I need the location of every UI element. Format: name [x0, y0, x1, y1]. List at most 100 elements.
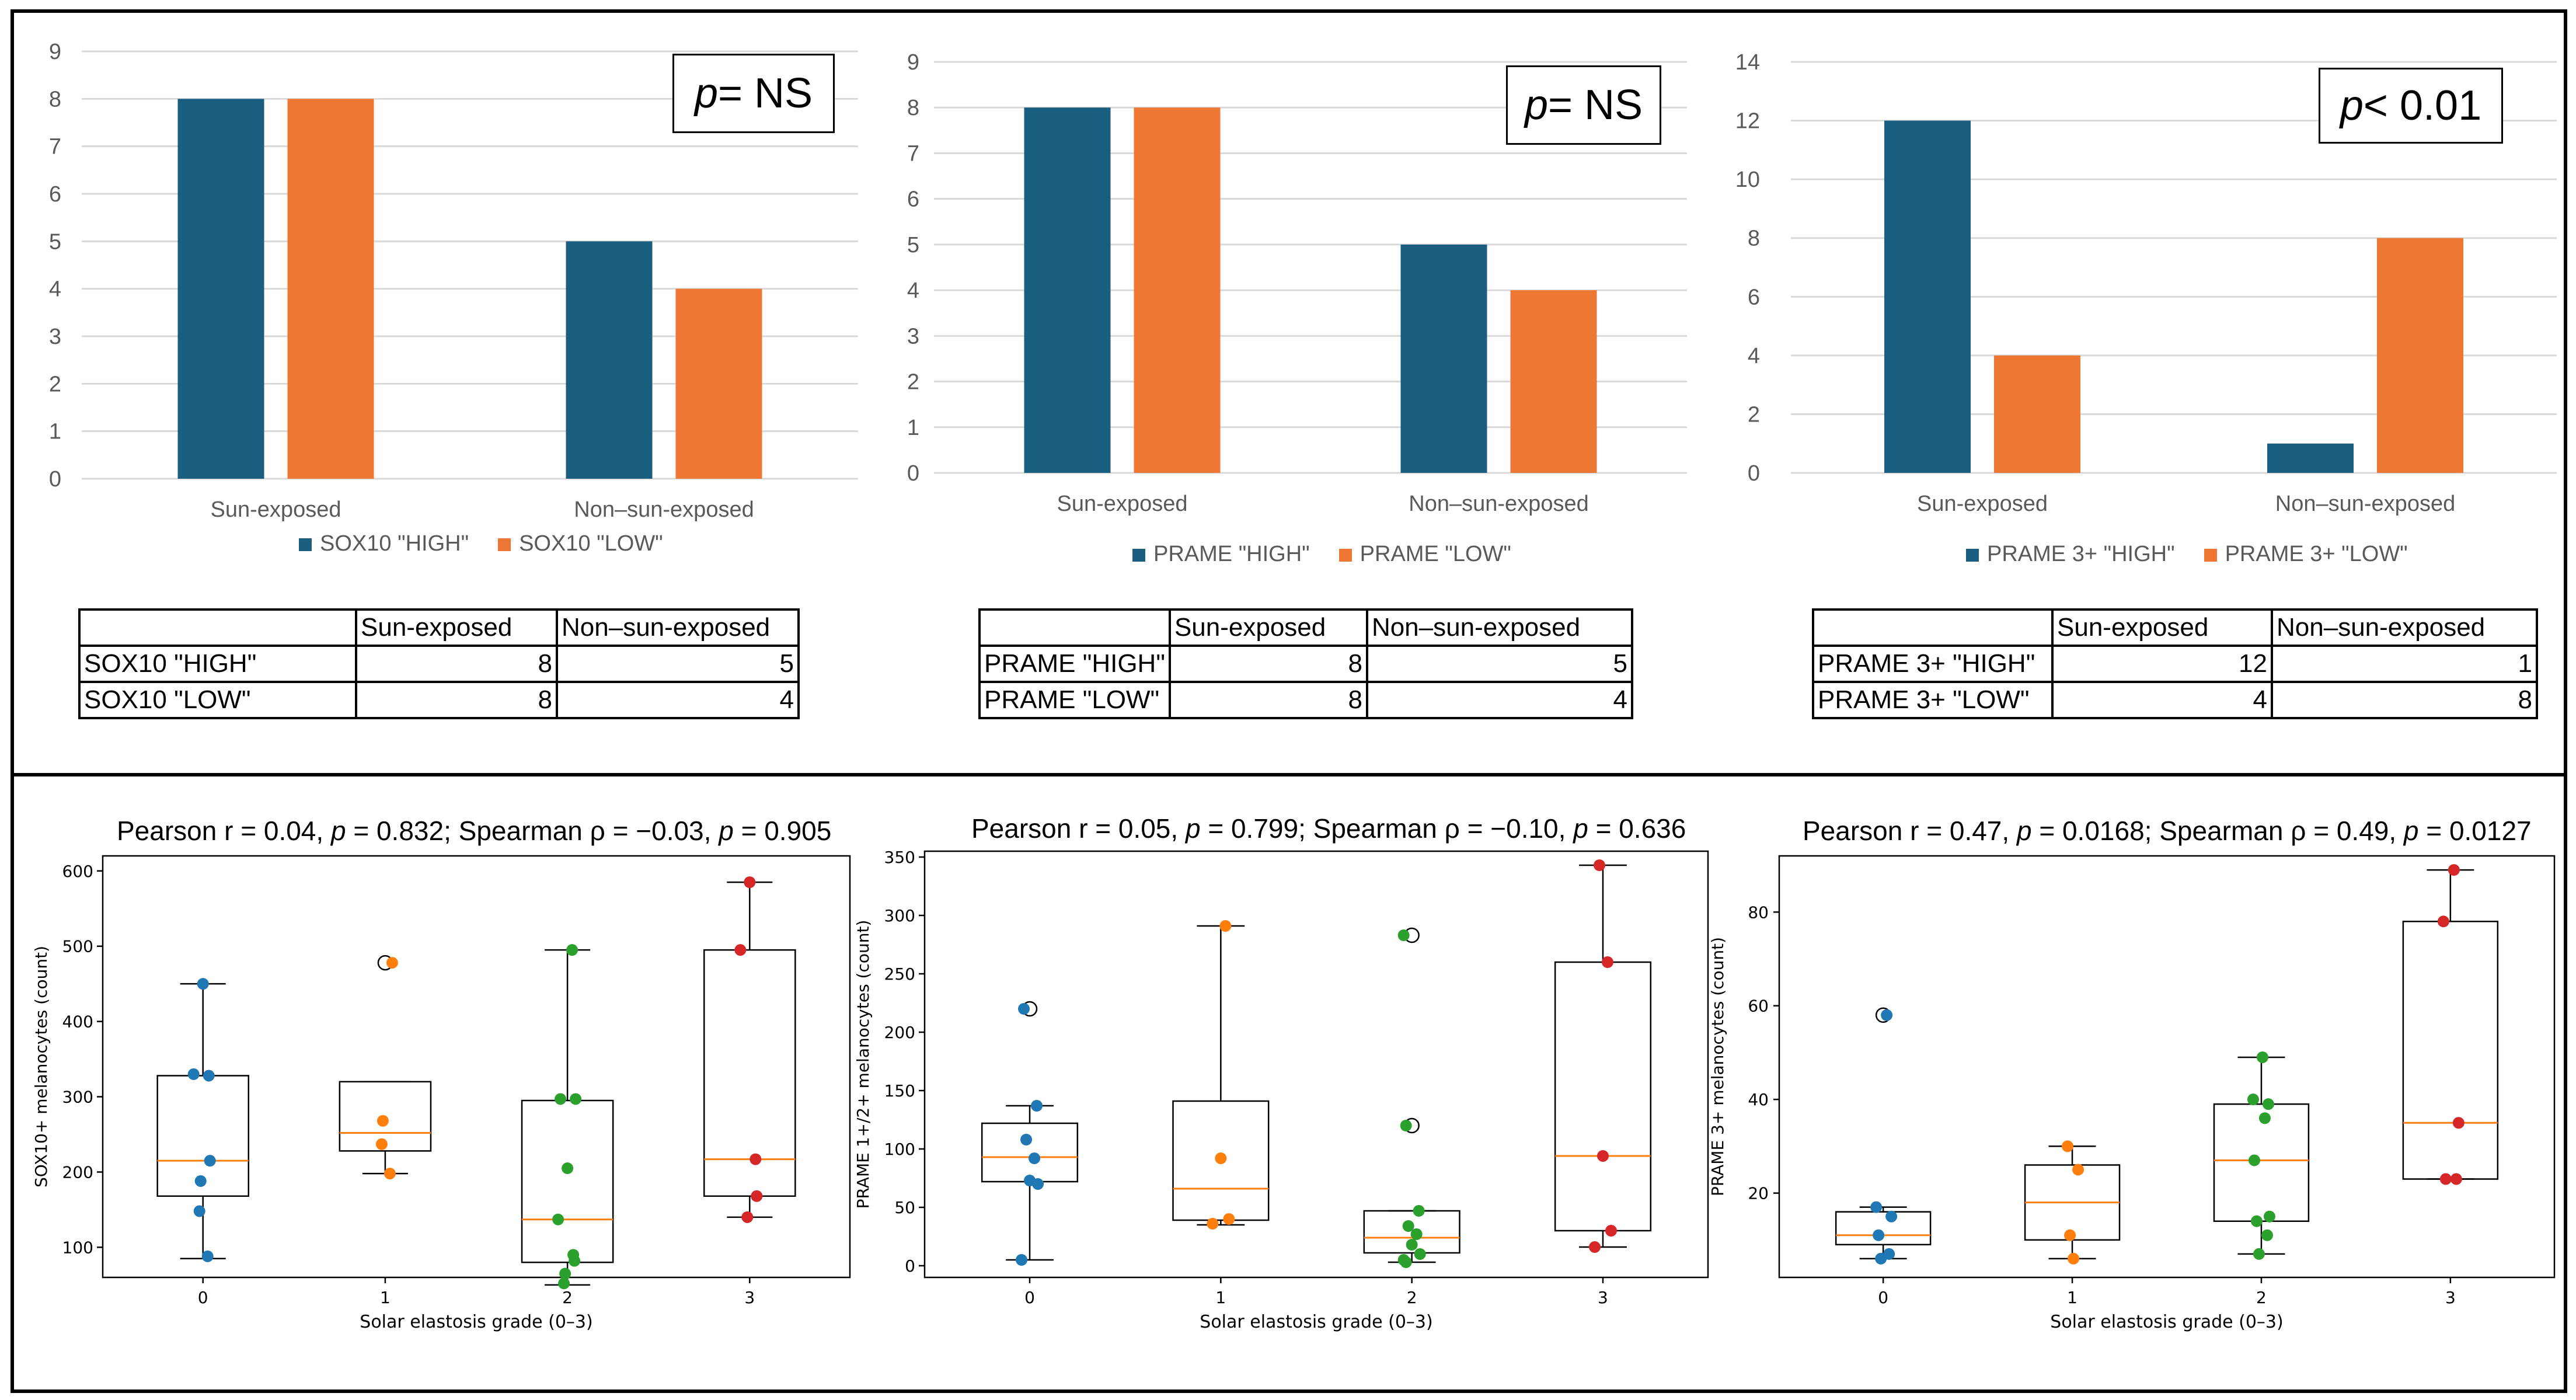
- data-point: [1588, 1241, 1601, 1253]
- data-point: [1397, 929, 1410, 941]
- y-tick-label: 7: [49, 135, 61, 159]
- table-cell: Sun-exposed: [355, 608, 558, 647]
- title-p: p: [1573, 813, 1588, 844]
- y-tick-label: 100: [884, 1140, 915, 1159]
- y-tick-label: 9: [907, 50, 919, 75]
- y-tick-label: 400: [62, 1012, 93, 1032]
- data-point: [1020, 1134, 1033, 1145]
- data-point: [1031, 1100, 1043, 1112]
- p-letter: p: [1524, 82, 1548, 128]
- p-value-box: p = NS: [672, 54, 835, 133]
- y-tick-label: 8: [907, 96, 919, 120]
- data-point: [187, 1068, 200, 1080]
- box: [339, 1081, 432, 1152]
- table-row: PRAME "LOW" 8 4: [978, 681, 1633, 719]
- table-row: PRAME 3+ "HIGH" 12 1: [1812, 645, 2538, 683]
- y-tick-label: 2: [1748, 402, 1760, 427]
- box-plot-0: 100 200 300 400 500 600 0 1 2 3 Solar elastosis gr…: [32, 855, 851, 1332]
- bar: [287, 99, 374, 479]
- y-tick-label: 60: [1748, 997, 1769, 1016]
- table-cell: 4: [556, 681, 800, 719]
- y-tick-label: 12: [1735, 109, 1760, 134]
- correlation-title-prame3: Pearson r = 0.47, p = 0.0168; Spearman ρ…: [1803, 815, 2532, 847]
- correlation-title-prame: Pearson r = 0.05, p = 0.799; Spearman ρ …: [971, 813, 1686, 844]
- data-point: [559, 1267, 571, 1280]
- bar-chart-prame3: 0 2 4 6 8 10 12 14 Sun-exposed Non–sun-exposed: [1735, 50, 2557, 516]
- title-part: Pearson r = 0.47,: [1803, 816, 2017, 846]
- y-tick-label: 5: [49, 229, 61, 254]
- data-point: [1605, 1225, 1617, 1237]
- y-tick-label: 4: [49, 277, 61, 302]
- title-part: = 0.832; Spearman ρ = −0.03,: [346, 816, 719, 846]
- data-point: [1402, 1220, 1414, 1232]
- p-letter: p: [694, 70, 718, 117]
- x-tick-label: 1: [2067, 1288, 2077, 1307]
- y-tick-label: 5: [907, 233, 919, 257]
- data-point: [1223, 1213, 1235, 1225]
- bar-panel-prame: 0 1 2 3 4 5 6 7 8 9 Sun-exposed Non–sun-exposed p = …: [852, 0, 1716, 584]
- data-point: [2247, 1093, 2259, 1106]
- y-axis-label: SOX10+ melanocytes (count): [32, 946, 51, 1187]
- x-axis-label: Solar elastosis grade (0–3): [2050, 1312, 2283, 1332]
- data-point: [375, 1138, 388, 1150]
- p-value-text: = NS: [1547, 82, 1643, 128]
- bar: [1510, 290, 1597, 473]
- title-part: = 0.0127: [2418, 816, 2532, 846]
- bar-chart-prame: 0 1 2 3 4 5 6 7 8 9 Sun-exposed Non–sun-exposed: [907, 50, 1687, 516]
- legend: PRAME "HIGH" PRAME "LOW": [1132, 542, 1511, 567]
- y-tick-label: 14: [1735, 50, 1760, 75]
- p-value-box: p = NS: [1506, 65, 1661, 145]
- y-axis-label: PRAME 3+ melanocytes (count): [1708, 937, 1727, 1196]
- title-part: = 0.799; Spearman ρ = −0.10,: [1200, 813, 1574, 844]
- title-p: p: [330, 816, 346, 846]
- bar: [1134, 107, 1221, 473]
- data-point: [566, 944, 578, 956]
- legend: SOX10 "HIGH" SOX10 "LOW": [299, 531, 663, 556]
- title-p: p: [1185, 813, 1201, 844]
- y-tick-label: 300: [884, 906, 915, 925]
- plot-frame: [923, 850, 1709, 1279]
- x-tick-label: 0: [1024, 1288, 1035, 1307]
- y-tick-label: 80: [1748, 903, 1769, 922]
- y-tick-label: 0: [907, 461, 919, 486]
- x-category-label: Sun-exposed: [1917, 492, 2048, 516]
- data-point: [2250, 1215, 2263, 1227]
- y-tick-label: 0: [49, 467, 61, 492]
- y-tick-label: 1: [907, 416, 919, 440]
- data-point: [744, 876, 756, 889]
- data-point: [1593, 859, 1605, 871]
- data-point: [570, 1093, 582, 1105]
- table-cell: Non–sun-exposed: [2271, 608, 2538, 647]
- table-cell: PRAME 3+ "LOW": [1812, 681, 2054, 719]
- data-point: [1870, 1201, 1883, 1213]
- contingency-table-prame3: Sun-exposed Non–sun-exposed PRAME 3+ "HI…: [1812, 608, 2538, 719]
- data-point: [1016, 1254, 1028, 1266]
- legend-item-low: PRAME 3+ "LOW": [2204, 542, 2408, 567]
- y-tick-label: 2: [907, 370, 919, 395]
- y-axis-label: PRAME 1+/2+ melanocytes (count): [853, 920, 873, 1209]
- table-header-row: Sun-exposed Non–sun-exposed: [1812, 608, 2538, 647]
- x-axis-label: Solar elastosis grade (0–3): [1200, 1312, 1432, 1332]
- plot-frame: [1778, 855, 2556, 1279]
- data-point: [2068, 1252, 2080, 1265]
- x-category-label: Non–sun-exposed: [1409, 492, 1588, 516]
- p-value-text: = NS: [717, 70, 813, 117]
- y-tick-label: 4: [907, 278, 919, 303]
- data-point: [197, 978, 209, 990]
- data-point: [1881, 1009, 1893, 1021]
- bar-chart-sox10: 0 1 2 3 4 5 6 7 8 9 Sun-exposed Non–sun-exposed: [49, 40, 858, 522]
- table-cell: SOX10 "LOW": [78, 681, 357, 719]
- data-point: [1410, 1228, 1423, 1240]
- y-tick-label: 6: [49, 182, 61, 207]
- table-row: PRAME "HIGH" 8 5: [978, 645, 1633, 683]
- y-tick-label: 40: [1748, 1090, 1769, 1109]
- y-tick-label: 200: [884, 1023, 915, 1042]
- bar: [2377, 238, 2463, 473]
- x-category-label: Sun-exposed: [1057, 492, 1188, 516]
- y-tick-label: 50: [894, 1198, 915, 1217]
- y-tick-label: 6: [1748, 285, 1760, 309]
- table-cell: [1812, 608, 2054, 647]
- y-tick-label: 0: [905, 1256, 915, 1276]
